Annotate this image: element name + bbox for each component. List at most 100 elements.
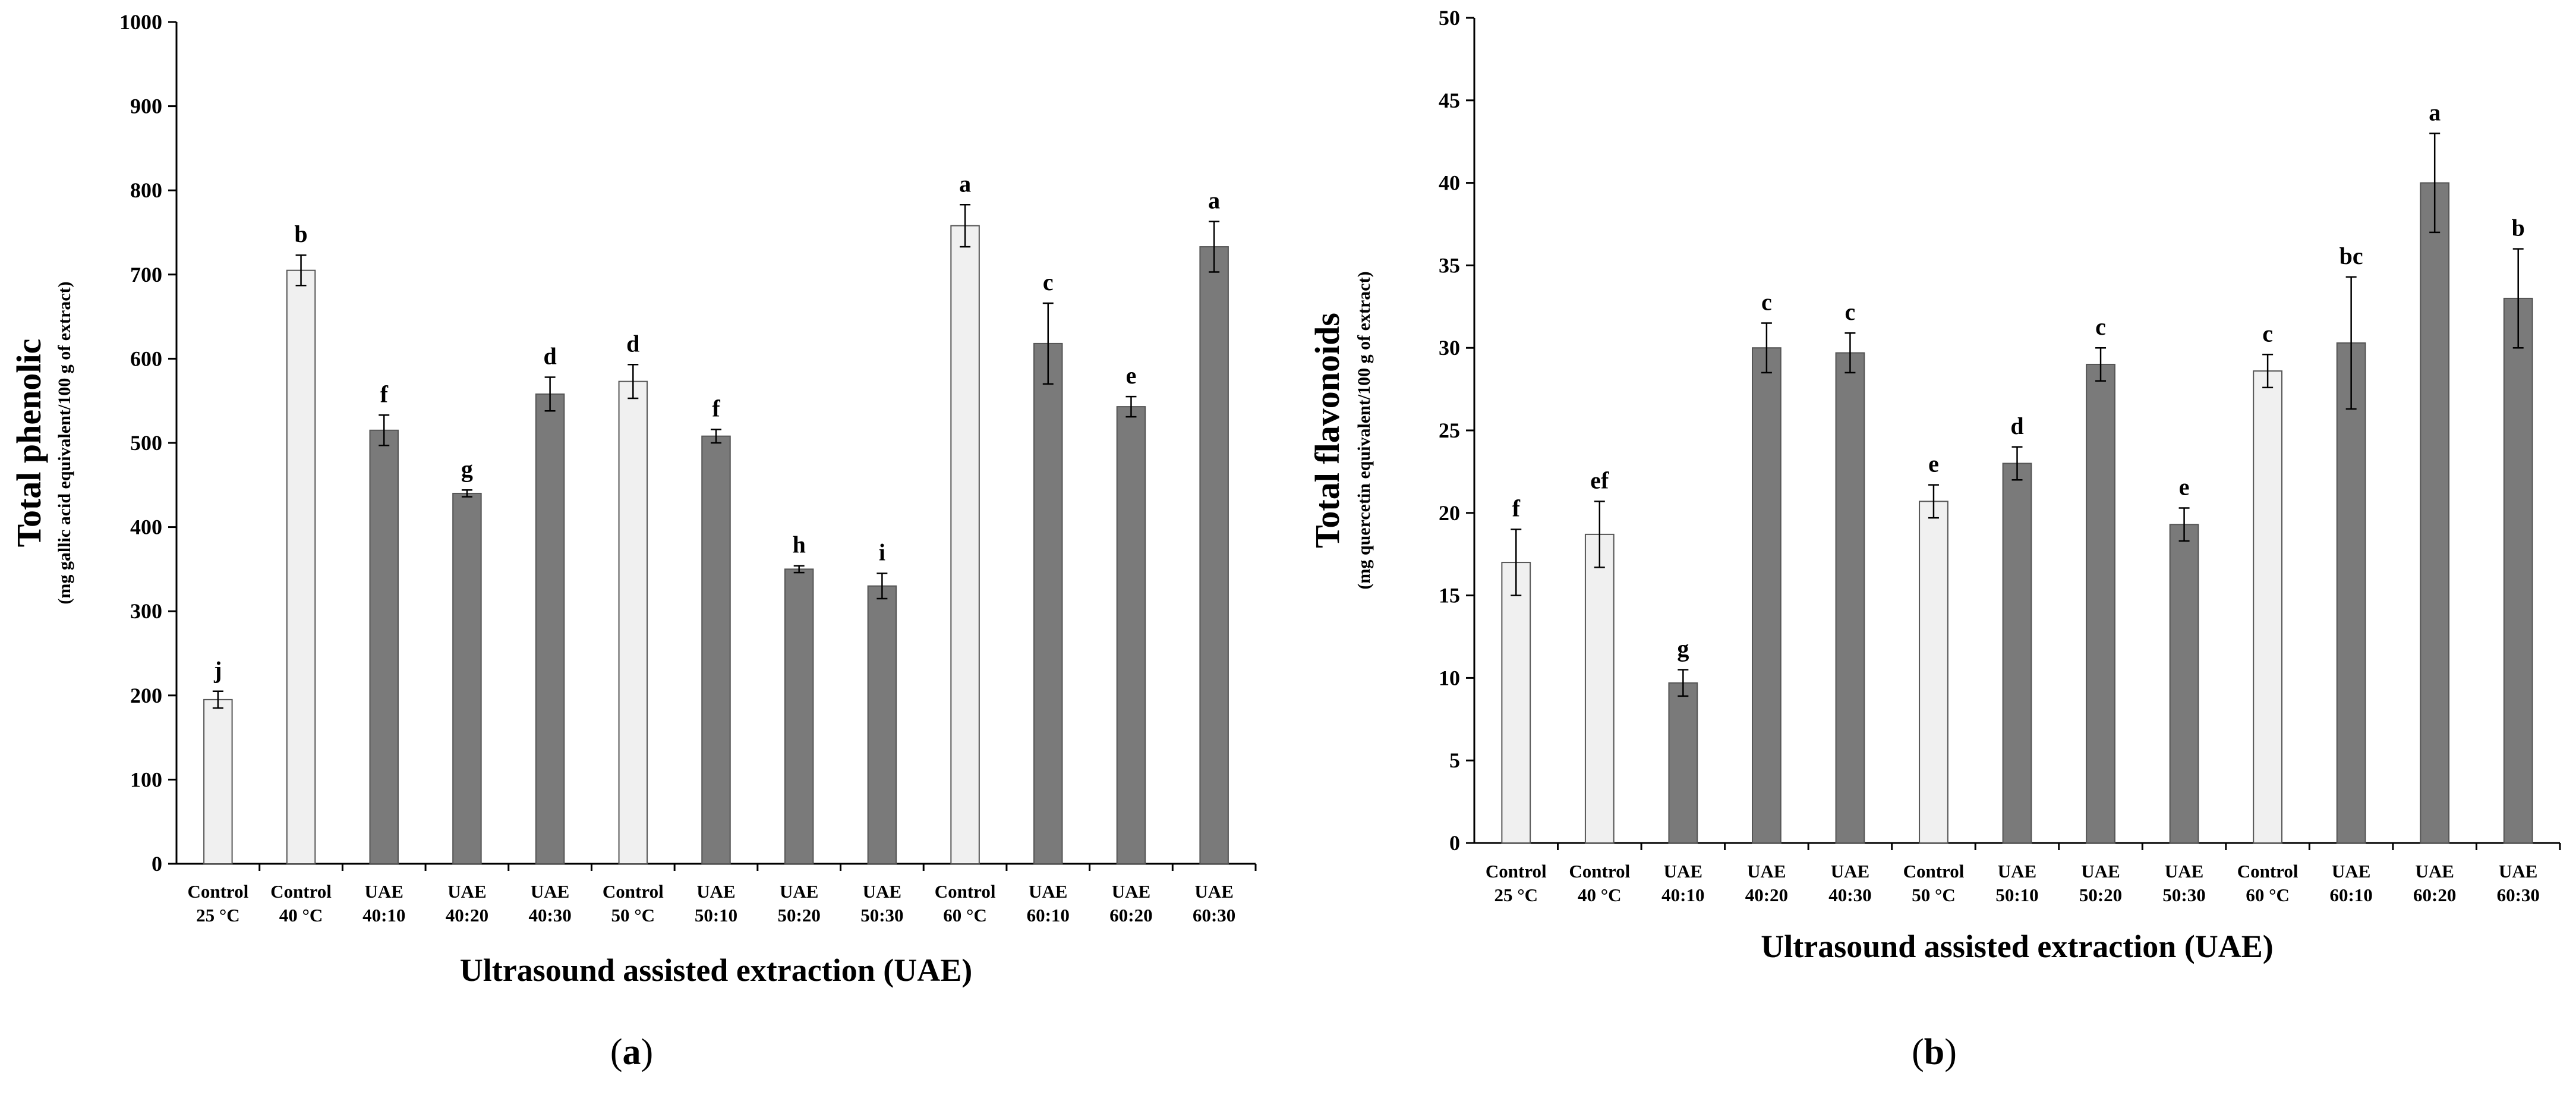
panel-paren-open: (: [610, 1032, 623, 1072]
significance-letter: f: [1512, 495, 1521, 522]
bar: [1919, 501, 1948, 844]
category-label: UAE: [2165, 861, 2203, 882]
category-label: 60:30: [2497, 885, 2540, 905]
category-label: UAE: [780, 881, 818, 902]
bar: [1199, 246, 1229, 864]
panel-label: (b): [1912, 1032, 1957, 1072]
bar: [1751, 347, 1782, 844]
category-label: 40 °C: [279, 905, 323, 926]
bar: [701, 435, 731, 864]
bar: [950, 225, 980, 864]
significance-letter: d: [2010, 413, 2023, 439]
category-label: UAE: [1747, 861, 1786, 882]
bar: [1116, 406, 1146, 864]
category-label: Control: [603, 881, 664, 902]
bar: [2253, 370, 2283, 844]
bar: [867, 585, 897, 864]
y-tick-label: 800: [130, 178, 162, 202]
y-axis-subtitle: (mg quercetin equivalent/100 g of extrac…: [1354, 271, 1374, 589]
category-label: UAE: [365, 881, 403, 902]
category-label: 40:10: [1661, 885, 1704, 905]
category-label: 60:20: [1109, 905, 1152, 926]
category-label: Control: [1569, 861, 1630, 882]
category-label: UAE: [1664, 861, 1702, 882]
bar: [286, 269, 316, 865]
category-label: 25 °C: [196, 905, 240, 926]
bar: [1668, 682, 1698, 844]
y-tick-label: 45: [1439, 89, 1460, 112]
bar: [369, 429, 399, 864]
category-label: 60:20: [2413, 885, 2456, 905]
category-label: 50:30: [2162, 885, 2205, 905]
significance-letter: b: [294, 221, 307, 247]
category-label: 40 °C: [1578, 885, 1622, 905]
significance-letter: h: [793, 531, 806, 558]
chart-panel-b: 0 5 10 15 20 25 30 35 40 45 50 f Control 25 °C ef Contr…: [1308, 6, 2561, 1072]
y-tick-label: 50: [1439, 6, 1460, 30]
y-axis-subtitle: (mg gallic acid equivalent/100 g of extr…: [55, 281, 74, 604]
y-tick-label: 200: [130, 684, 162, 707]
y-tick-label: 30: [1439, 336, 1460, 360]
category-label: 50:10: [1995, 885, 2038, 905]
category-label: UAE: [2415, 861, 2454, 882]
category-label: 50 °C: [1912, 885, 1956, 905]
category-label: UAE: [447, 881, 486, 902]
bar: [203, 699, 233, 864]
category-label: UAE: [1998, 861, 2036, 882]
significance-letter: e: [1126, 362, 1137, 389]
bar: [1501, 562, 1531, 844]
significance-letter: f: [712, 395, 720, 421]
significance-letter: c: [2095, 313, 2106, 340]
bar: [1835, 352, 1865, 844]
bar: [2002, 463, 2032, 844]
significance-letter: a: [1208, 187, 1220, 214]
category-label: UAE: [863, 881, 901, 902]
y-axis-title: Total flavonoids: [1308, 313, 1347, 548]
significance-letter: g: [1677, 635, 1689, 662]
category-label: 60:30: [1193, 905, 1235, 926]
category-label: UAE: [2081, 861, 2120, 882]
significance-letter: e: [2179, 473, 2190, 500]
panel-paren-open: (: [1912, 1032, 1924, 1072]
category-label: 40:30: [1828, 885, 1871, 905]
significance-letter: bc: [2339, 243, 2363, 269]
bar: [1033, 342, 1063, 864]
y-tick-label: 40: [1439, 171, 1460, 195]
bar: [535, 393, 565, 864]
significance-letter: c: [1761, 289, 1772, 316]
category-label: 50:20: [778, 905, 821, 926]
category-label: 50:20: [2079, 885, 2122, 905]
category-label: UAE: [1194, 881, 1233, 902]
category-label: UAE: [2499, 861, 2537, 882]
y-axis-title: Total phenolic: [10, 339, 48, 548]
bar: [784, 568, 814, 865]
category-label: UAE: [696, 881, 735, 902]
bar: [618, 380, 648, 864]
significance-letter: d: [543, 343, 556, 370]
panel-label: (a): [610, 1032, 653, 1072]
bar: [2336, 342, 2366, 844]
category-label: Control: [270, 881, 332, 902]
bar: [2503, 297, 2533, 844]
y-tick-label: 0: [152, 852, 162, 876]
significance-letter: j: [213, 657, 222, 684]
y-tick-label: 5: [1449, 748, 1460, 772]
significance-letter: a: [2429, 99, 2441, 125]
y-tick-label: 600: [130, 347, 162, 370]
x-axis-title: Ultrasound assisted extraction (UAE): [460, 952, 972, 988]
y-tick-label: 500: [130, 431, 162, 455]
panel-letter: b: [1924, 1032, 1944, 1072]
significance-letter: ef: [1590, 467, 1609, 493]
category-label: 60 °C: [2246, 885, 2290, 905]
category-label: 50:30: [860, 905, 903, 926]
category-label: 40:20: [446, 905, 488, 926]
category-label: Control: [935, 881, 996, 902]
y-tick-label: 100: [130, 767, 162, 791]
significance-letter: c: [1043, 269, 1054, 295]
y-tick-label: 20: [1439, 501, 1460, 525]
category-label: UAE: [2332, 861, 2370, 882]
bar: [452, 492, 482, 864]
category-label: 50 °C: [611, 905, 655, 926]
category-label: 40:10: [362, 905, 405, 926]
